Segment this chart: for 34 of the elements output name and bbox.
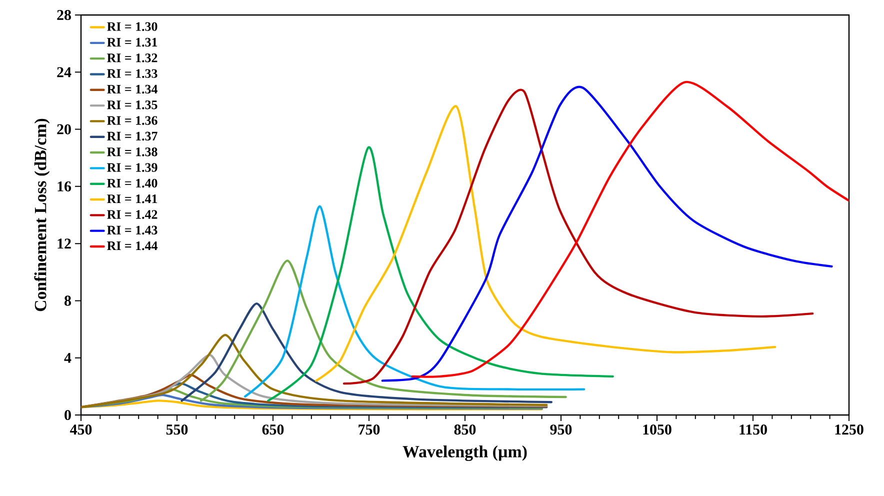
legend-label: RI = 1.38	[107, 147, 158, 156]
x-axis-title: Wavelength (µm)	[402, 445, 527, 461]
y-tick-label: 8	[64, 296, 71, 306]
legend-label: RI = 1.42	[107, 210, 158, 219]
x-tick-label: 650	[262, 424, 284, 435]
y-tick-label: 20	[57, 124, 71, 134]
x-tick-label: 750	[358, 424, 380, 435]
y-axis-title: Confinement Loss (dB/cm)	[34, 118, 50, 312]
y-tick-label: 16	[58, 181, 72, 192]
x-tick-label: 550	[166, 424, 188, 435]
y-tick-label: 24	[57, 67, 72, 78]
x-tick-label: 950	[550, 424, 572, 435]
legend-label: RI = 1.40	[107, 178, 158, 188]
legend-label: RI = 1.39	[107, 163, 158, 172]
x-tick-label: 1050	[643, 424, 672, 435]
legend-label: RI = 1.41	[107, 194, 158, 204]
y-tick-label: 28	[57, 10, 71, 20]
legend-label: RI = 1.30	[107, 22, 158, 31]
x-tick-label: 850	[454, 424, 476, 435]
legend-label: RI = 1.31	[107, 38, 158, 47]
legend-label: RI = 1.36	[107, 116, 158, 125]
y-tick-label: 4	[64, 352, 72, 363]
y-tick-label: 12	[58, 238, 71, 249]
y-tick-label: 0	[64, 410, 71, 420]
legend-label: RI = 1.43	[107, 226, 158, 235]
legend-label: RI = 1.32	[107, 54, 158, 62]
legend-label: RI = 1.35	[107, 100, 158, 110]
x-tick-label: 1250	[835, 424, 864, 435]
legend-label: RI = 1.34	[107, 84, 158, 94]
legend-label: RI = 1.33	[107, 69, 158, 78]
legend-label: RI = 1.44	[107, 241, 158, 250]
x-tick-label: 1150	[740, 424, 767, 435]
x-tick-label: 450	[70, 424, 92, 435]
legend-label: RI = 1.37	[107, 132, 158, 141]
